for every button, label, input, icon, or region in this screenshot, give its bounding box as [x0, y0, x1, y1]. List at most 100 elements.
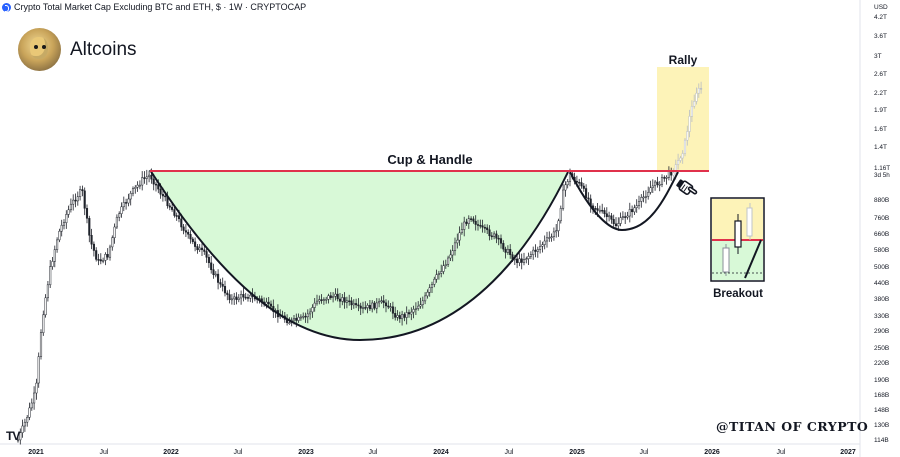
candle-body	[49, 267, 51, 285]
candle-body	[493, 234, 495, 237]
candle-body	[61, 225, 63, 231]
candle-body	[463, 222, 465, 230]
candle-body	[496, 234, 498, 238]
candle-body	[344, 298, 346, 303]
candle-body	[305, 316, 307, 317]
candle-body	[484, 227, 486, 228]
candle-body	[597, 209, 599, 211]
candle-body	[673, 173, 675, 175]
candle-body	[348, 301, 350, 302]
candle-body	[445, 264, 447, 265]
candle-body	[321, 300, 323, 301]
candle-body	[604, 211, 606, 214]
x-tick-label: Jul	[777, 449, 786, 456]
symbol-header[interactable]: Crypto Total Market Cap Excluding BTC an…	[2, 2, 306, 12]
candle-body	[503, 243, 505, 249]
candle-body	[542, 245, 544, 247]
y-tick-label: 1.6T	[874, 126, 887, 133]
cryptocap-icon	[2, 3, 11, 12]
candle-body	[75, 200, 77, 201]
candle-body	[645, 196, 647, 197]
candle-body	[45, 298, 47, 315]
candle-body	[316, 301, 318, 303]
candle-body	[457, 240, 459, 243]
candle-body	[424, 296, 426, 301]
candle-body	[530, 255, 532, 257]
candle-body	[615, 224, 617, 226]
candle-body	[109, 247, 111, 257]
candle-body	[229, 295, 231, 300]
candle-body	[206, 252, 208, 258]
candle-body	[47, 285, 49, 298]
candle-body	[390, 307, 392, 308]
candle-body	[509, 249, 511, 254]
candle-body	[319, 300, 321, 302]
candle-body	[141, 178, 143, 186]
candle-body	[659, 184, 661, 185]
candle-body	[401, 314, 403, 318]
candle-body	[112, 238, 114, 247]
candle-body	[330, 296, 332, 298]
candle-body	[314, 303, 316, 307]
candle-body	[102, 260, 104, 261]
y-tick-label: 190B	[874, 377, 889, 384]
candle-body	[498, 238, 500, 239]
candle-body	[647, 192, 649, 196]
candle-body	[300, 317, 302, 318]
candle-body	[144, 178, 146, 179]
candle-body	[296, 318, 298, 320]
candle-body	[86, 208, 88, 218]
candle-body	[26, 417, 28, 422]
candle-body	[583, 186, 585, 189]
candle-body	[323, 300, 325, 301]
candle-body	[77, 197, 79, 201]
candle-body	[171, 207, 173, 209]
x-tick-label: 2027	[840, 449, 856, 456]
y-tick-label: 880B	[874, 197, 889, 204]
candle-body	[105, 254, 107, 260]
y-tick-label: 3T	[874, 53, 882, 60]
y-tick-label: 250B	[874, 345, 889, 352]
candle-body	[233, 297, 235, 299]
breakout-label: Breakout	[713, 288, 763, 300]
candle-body	[404, 314, 406, 317]
candle-body	[84, 191, 86, 209]
candle-body	[620, 218, 622, 224]
candle-body	[137, 185, 139, 187]
candle-body	[153, 179, 155, 184]
candle-body	[118, 214, 120, 218]
candle-body	[431, 284, 433, 287]
candle-body	[385, 303, 387, 306]
candle-body	[388, 306, 390, 307]
candle-body	[392, 307, 394, 314]
candle-body	[52, 261, 54, 266]
candle-body	[381, 301, 383, 302]
y-tick-label: 168B	[874, 392, 889, 399]
y-tick-label: 4.2T	[874, 14, 887, 21]
pointing-hand-icon	[675, 178, 698, 198]
candle-body	[148, 175, 150, 177]
candle-body	[666, 177, 668, 178]
candle-body	[466, 222, 468, 224]
candle-body	[544, 241, 546, 245]
candle-body	[654, 182, 656, 186]
candle-body	[670, 172, 672, 176]
brand: Altcoins	[18, 28, 137, 71]
candle-body	[176, 216, 178, 217]
candle-body	[208, 257, 210, 263]
candle-body	[519, 259, 521, 263]
candle-body	[309, 312, 311, 314]
candle-body	[312, 308, 314, 312]
candle-body	[107, 254, 109, 257]
candle-body	[558, 221, 560, 231]
avatar-icon	[18, 28, 61, 71]
candle-body	[693, 101, 695, 106]
candle-body	[268, 302, 270, 304]
candle-body	[190, 234, 192, 239]
candle-body	[429, 288, 431, 293]
candle-body	[362, 307, 364, 308]
candle-body	[376, 303, 378, 308]
candle-body	[422, 301, 424, 305]
candle-body	[332, 296, 334, 297]
y-tick-label: 1.4T	[874, 144, 887, 151]
